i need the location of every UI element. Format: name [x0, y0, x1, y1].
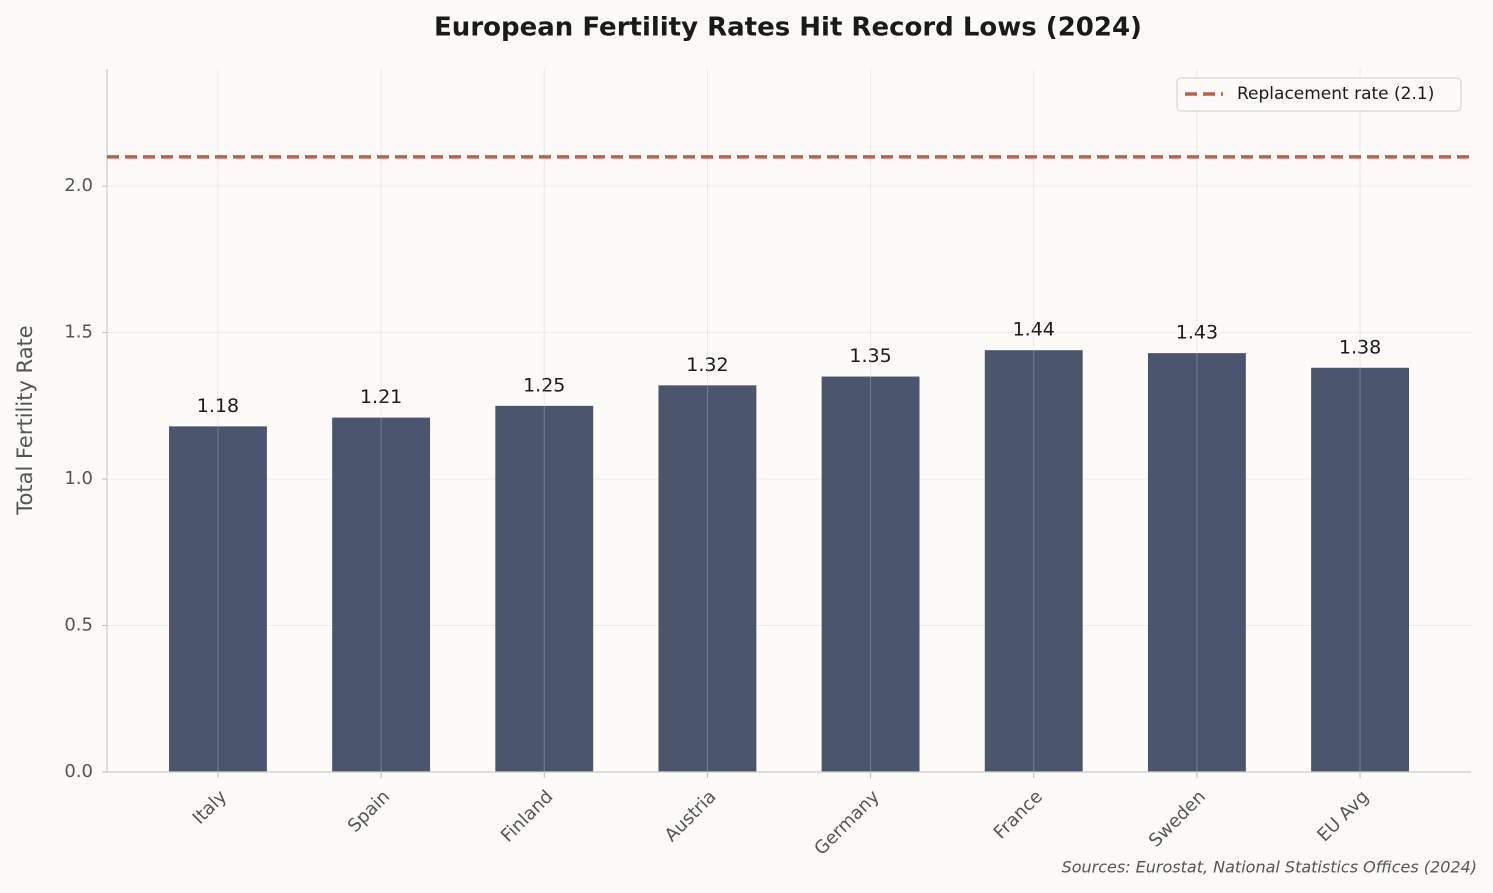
y-tick-label: 2.0	[64, 175, 93, 196]
y-tick-label: 1.5	[64, 322, 93, 343]
bar	[658, 385, 757, 772]
y-tick-label: 1.0	[64, 468, 93, 489]
value-label: 1.43	[1176, 322, 1218, 344]
bar	[495, 405, 594, 772]
legend: Replacement rate (2.1)	[1176, 77, 1462, 112]
chart-title: European Fertility Rates Hit Record Lows…	[434, 13, 1142, 43]
bar	[1147, 353, 1246, 772]
y-axis-label: Total Fertility Rate	[13, 325, 37, 515]
value-label: 1.25	[523, 374, 565, 396]
bar	[1311, 367, 1409, 772]
bar	[169, 426, 267, 772]
value-label: 1.44	[1013, 319, 1055, 341]
value-label: 1.38	[1339, 336, 1381, 358]
legend-box	[1176, 77, 1462, 112]
y-tick-label: 0.5	[64, 615, 93, 636]
value-label: 1.35	[849, 345, 891, 367]
y-tick-label: 0.0	[64, 761, 93, 782]
value-label: 1.32	[686, 354, 728, 376]
bar	[332, 417, 431, 772]
bar	[821, 376, 920, 772]
bar	[984, 350, 1083, 772]
source-note: Sources: Eurostat, National Statistics O…	[1062, 858, 1477, 877]
legend-label: Replacement rate (2.1)	[1237, 84, 1434, 104]
value-label: 1.18	[197, 395, 239, 417]
value-label: 1.21	[360, 386, 402, 408]
